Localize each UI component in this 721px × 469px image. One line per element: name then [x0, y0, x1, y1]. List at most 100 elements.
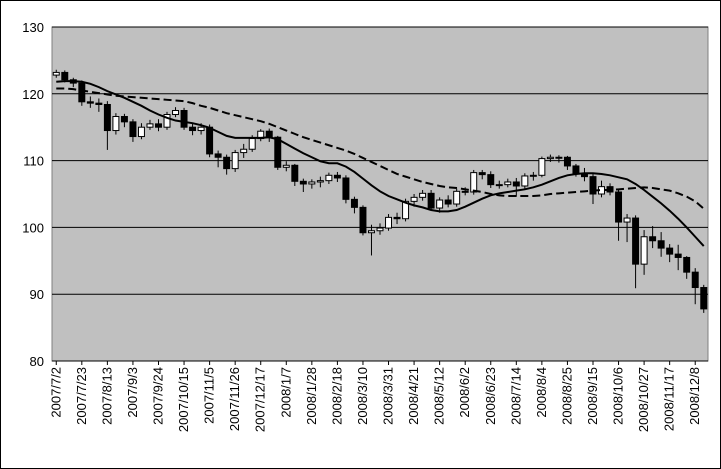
candle-body	[700, 287, 708, 310]
candle-body	[282, 164, 290, 168]
x-tick-label: 2007/7/2	[48, 367, 63, 418]
candle-body	[308, 181, 316, 185]
candle-body	[146, 123, 154, 128]
candle-body	[538, 158, 546, 176]
candle-body	[504, 181, 512, 186]
candle-body	[529, 174, 537, 177]
candle-body	[572, 165, 580, 174]
candle-body	[333, 174, 341, 179]
x-tick-label: 2008/10/6	[611, 367, 626, 425]
candle-body	[393, 216, 401, 220]
candle-body	[350, 198, 358, 208]
candle-body	[470, 172, 478, 193]
candle-body	[623, 217, 631, 223]
candle-body	[683, 256, 691, 273]
x-tick-label: 2008/7/14	[508, 367, 523, 425]
candle-body	[487, 174, 495, 186]
candle-body	[86, 101, 94, 104]
x-tick-label: 2007/10/15	[176, 367, 191, 432]
candle-body	[163, 114, 171, 128]
x-tick-label: 2008/6/23	[483, 367, 498, 425]
candle-body	[325, 174, 333, 182]
candle-body	[367, 230, 375, 234]
candle-body	[385, 216, 393, 229]
candle-body	[120, 116, 128, 123]
candle-body	[197, 126, 205, 132]
x-tick-label: 2008/4/21	[406, 367, 421, 425]
x-tick-label: 2008/8/4	[534, 367, 549, 418]
x-tick-label: 2008/3/31	[381, 367, 396, 425]
candle-body	[137, 126, 145, 138]
y-tick-label: 120	[22, 87, 44, 102]
candle-body	[615, 191, 623, 223]
candle-body	[521, 175, 529, 187]
candle-body	[640, 236, 648, 265]
x-tick-label: 2007/12/17	[253, 367, 268, 432]
candle-body	[478, 172, 486, 176]
candle-body	[342, 177, 350, 200]
candle-body	[666, 247, 674, 255]
candle-body	[172, 110, 180, 116]
candle-body	[453, 190, 461, 205]
candle-body	[436, 199, 444, 209]
y-tick-label: 90	[30, 287, 44, 302]
candle-body	[359, 206, 367, 234]
candle-body	[589, 176, 597, 195]
candle-body	[189, 126, 197, 132]
x-tick-label: 2008/1/28	[304, 367, 319, 425]
candle-body	[180, 110, 188, 128]
candle-body	[419, 192, 427, 198]
x-tick-label: 2008/9/15	[585, 367, 600, 425]
candle-body	[555, 156, 563, 159]
candle-body	[291, 164, 299, 182]
x-tick-label: 2008/2/18	[329, 367, 344, 425]
x-tick-label: 2007/9/3	[125, 367, 140, 418]
x-tick-label: 2007/7/23	[74, 367, 89, 425]
x-tick-label: 2007/8/13	[99, 367, 114, 425]
candle-body	[155, 123, 162, 128]
moving-average-dashed	[56, 87, 705, 210]
candle-body	[657, 240, 665, 249]
candle-body	[78, 82, 86, 103]
y-tick-label: 80	[30, 354, 44, 369]
candle-body	[649, 236, 657, 242]
candle-body	[103, 103, 111, 132]
candle-body	[316, 180, 324, 183]
x-tick-label: 2008/3/10	[355, 367, 370, 425]
x-tick-label: 2008/12/8	[687, 367, 702, 425]
candle-body	[274, 136, 282, 168]
candle-body	[376, 227, 384, 232]
x-tick-label: 2007/11/26	[227, 367, 242, 431]
candle-body	[206, 126, 214, 155]
y-tick-label: 130	[22, 20, 44, 35]
candle-body	[299, 180, 307, 185]
candle-body	[248, 138, 256, 150]
candle-body	[129, 121, 137, 138]
candle-body	[112, 116, 120, 132]
x-tick-label: 2007/9/24	[150, 367, 165, 425]
x-tick-label: 2007/11/5	[202, 367, 217, 424]
x-tick-label: 2008/8/25	[559, 367, 574, 425]
candle-body	[512, 181, 520, 187]
candle-body	[240, 148, 248, 154]
candle-body	[402, 200, 410, 220]
candle-body	[410, 196, 418, 202]
candle-body	[427, 192, 435, 209]
moving-average	[56, 80, 705, 247]
candle-body	[691, 271, 699, 289]
candle-body	[52, 71, 60, 76]
candle-body	[231, 152, 239, 170]
x-tick-label: 2008/11/17	[662, 367, 677, 431]
candle-body	[95, 102, 103, 105]
candle-body	[444, 199, 452, 205]
candle-body	[223, 156, 231, 170]
candle-body	[461, 190, 469, 193]
candle-body	[632, 217, 640, 265]
x-tick-label: 2008/1/7	[278, 367, 293, 418]
candle-body	[546, 156, 554, 160]
candle-body	[214, 153, 222, 158]
candle-body	[495, 184, 503, 187]
x-tick-label: 2008/10/27	[636, 367, 651, 432]
candle-body	[61, 71, 69, 81]
